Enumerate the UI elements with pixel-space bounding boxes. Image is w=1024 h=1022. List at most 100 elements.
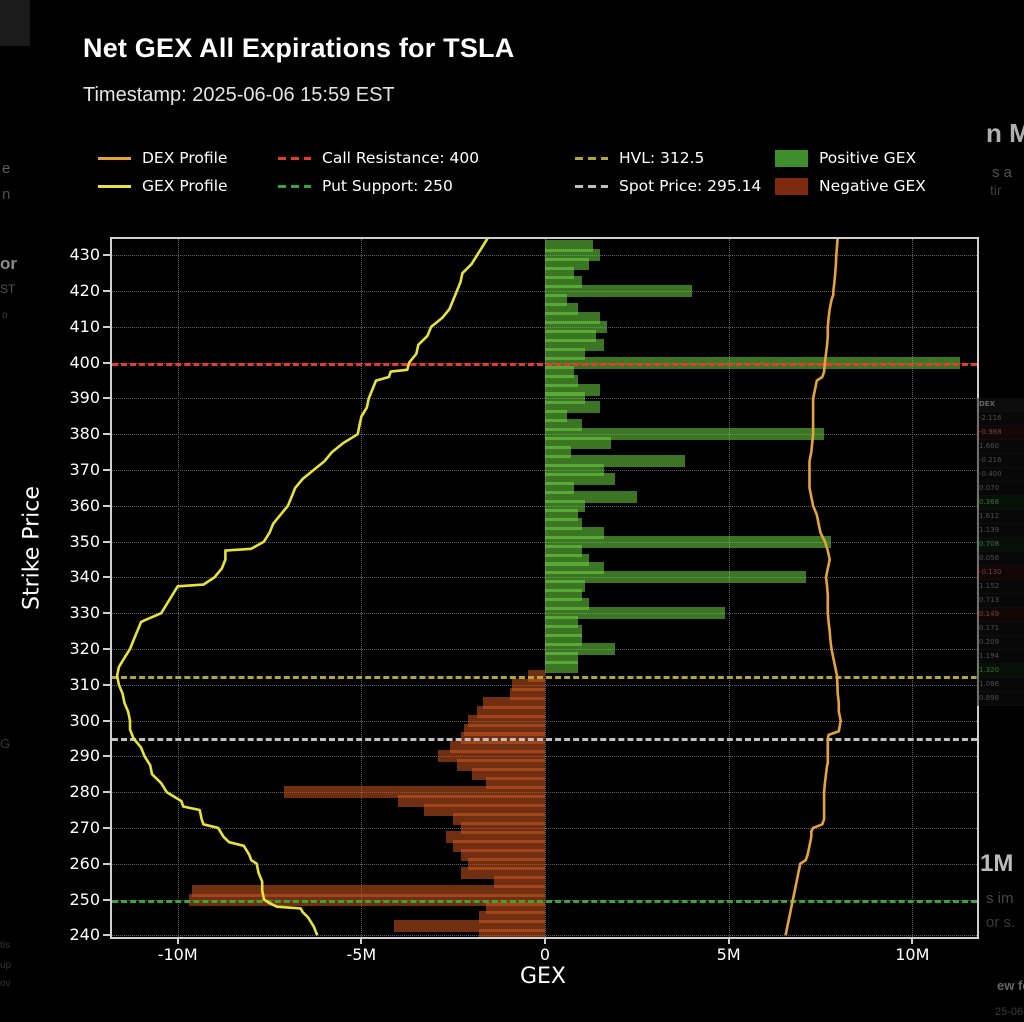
xtick-label: -5M (346, 945, 377, 964)
timestamp: Timestamp: 2025-06-06 15:59 EST (83, 84, 395, 106)
negative-gex-swatch (775, 177, 808, 195)
ytick-label: 310 (69, 674, 100, 694)
background-text-fragment: tir (990, 182, 1002, 198)
background-text-fragment: o (2, 310, 8, 321)
ytick-label: 410 (69, 316, 100, 336)
ytick-mark (103, 469, 110, 472)
dex-table-row: 0.898 (976, 692, 1024, 706)
ytick-mark (103, 683, 110, 686)
legend-item-positive-gex: Positive GEX (775, 144, 965, 172)
legend-label-call-resistance: Call Resistance: 400 (322, 149, 480, 167)
background-text-fragment: ov (0, 978, 11, 989)
positive-gex-bar (545, 607, 725, 620)
ytick-label: 380 (69, 424, 100, 444)
positive-gex-swatch (775, 149, 808, 167)
background-text-fragment: s a (992, 164, 1013, 181)
dex-table-row: 0.368 (976, 496, 1024, 510)
dex-profile-swatch (98, 156, 131, 160)
legend-label-positive-gex: Positive GEX (819, 149, 917, 167)
ytick-label: 360 (69, 495, 100, 515)
x-axis-title: GEX (519, 964, 567, 989)
background-text-fragment: 25-06- (995, 1006, 1024, 1018)
legend-column: DEX Profile GEX Profile (98, 144, 278, 200)
put-support-line (112, 899, 977, 903)
ytick-label: 350 (69, 531, 100, 551)
dex-profile-curve (784, 239, 843, 936)
dex-table-row: 1.660 (976, 440, 1024, 454)
background-text-fragment: up (0, 960, 12, 971)
dex-table-row: 1.086 (976, 678, 1024, 692)
dex-table-row: 0.056 (976, 552, 1024, 566)
legend-column: Positive GEX Negative GEX (775, 144, 965, 200)
ytick-mark (103, 433, 110, 436)
dex-table-row: 1.612 (976, 510, 1024, 524)
grid-line-h (112, 470, 977, 472)
grid-line-v (912, 239, 914, 937)
dex-table-row: 0.149 (976, 608, 1024, 622)
background-dex-table: DEX -2.116 -0.988 1.660 -0.216 -0.400 0.070 0.3… (976, 398, 1024, 706)
ytick-mark (103, 862, 110, 865)
xtick-label: 0 (539, 945, 551, 964)
ytick-mark (103, 934, 110, 937)
ytick-mark (103, 540, 110, 543)
grid-line-h (112, 505, 977, 507)
legend-item-put-support: Put Support: 250 (278, 172, 575, 200)
background-text-fragment: 1M (980, 850, 1014, 877)
ytick-label: 420 (69, 281, 100, 301)
ytick-mark (103, 325, 110, 328)
dex-table-row: 1.320 (976, 664, 1024, 678)
ytick-label: 320 (69, 638, 100, 658)
grid-line-h (112, 326, 977, 328)
hvl-swatch (575, 156, 608, 160)
legend: DEX Profile GEX Profile Call Resistance: 4… (98, 144, 965, 200)
positive-gex-bar (545, 455, 685, 468)
xtick-mark (727, 937, 730, 944)
legend-label-dex-profile: DEX Profile (142, 149, 228, 167)
grid-line-h (112, 434, 977, 436)
background-text-fragment: ew fo (997, 978, 1024, 993)
ytick-mark (103, 612, 110, 615)
dex-table-row: 0.209 (976, 636, 1024, 650)
legend-label-negative-gex: Negative GEX (819, 177, 926, 195)
dex-table-row: 1.194 (976, 650, 1024, 664)
ytick-label: 290 (69, 746, 100, 766)
ytick-label: 390 (69, 388, 100, 408)
ytick-mark (103, 504, 110, 507)
ytick-mark (103, 719, 110, 722)
legend-label-hvl: HVL: 312.5 (619, 149, 705, 167)
positive-gex-bar (545, 535, 832, 548)
dex-table-row: 1.152 (976, 580, 1024, 594)
dex-table-row: 0.708 (976, 538, 1024, 552)
legend-item-dex-profile: DEX Profile (98, 144, 278, 172)
background-text-fragment: tis (0, 940, 10, 951)
xtick-label: -10M (157, 945, 198, 964)
xtick-label: 5M (716, 945, 741, 964)
ytick-mark (103, 576, 110, 579)
y-axis-title: Strike Price (19, 486, 45, 610)
ytick-mark (103, 647, 110, 650)
background-text-fragment: n M (986, 118, 1024, 148)
gex-profile-swatch (98, 184, 131, 188)
ytick-mark (103, 254, 110, 257)
negative-gex-bar (478, 929, 545, 937)
positive-gex-bar (545, 285, 692, 298)
ytick-label: 330 (69, 603, 100, 623)
ytick-mark (103, 791, 110, 794)
call-resistance-line (112, 362, 977, 366)
negative-gex-bar (284, 786, 545, 799)
ytick-label: 270 (69, 817, 100, 837)
spot-price-swatch (575, 184, 608, 188)
ytick-mark (103, 361, 110, 364)
grid-line-v (728, 239, 730, 937)
legend-label-gex-profile: GEX Profile (142, 177, 228, 195)
legend-label-put-support: Put Support: 250 (322, 177, 453, 195)
background-text-fragment: s im (986, 890, 1014, 907)
xtick-mark (911, 937, 914, 944)
background-text-fragment: n (2, 186, 11, 203)
gex-profile-curve (115, 239, 489, 936)
dex-table-row: -0.988 (976, 426, 1024, 440)
ytick-label: 250 (69, 889, 100, 909)
positive-gex-bar (545, 240, 593, 253)
dex-table-header: DEX (976, 398, 1024, 412)
